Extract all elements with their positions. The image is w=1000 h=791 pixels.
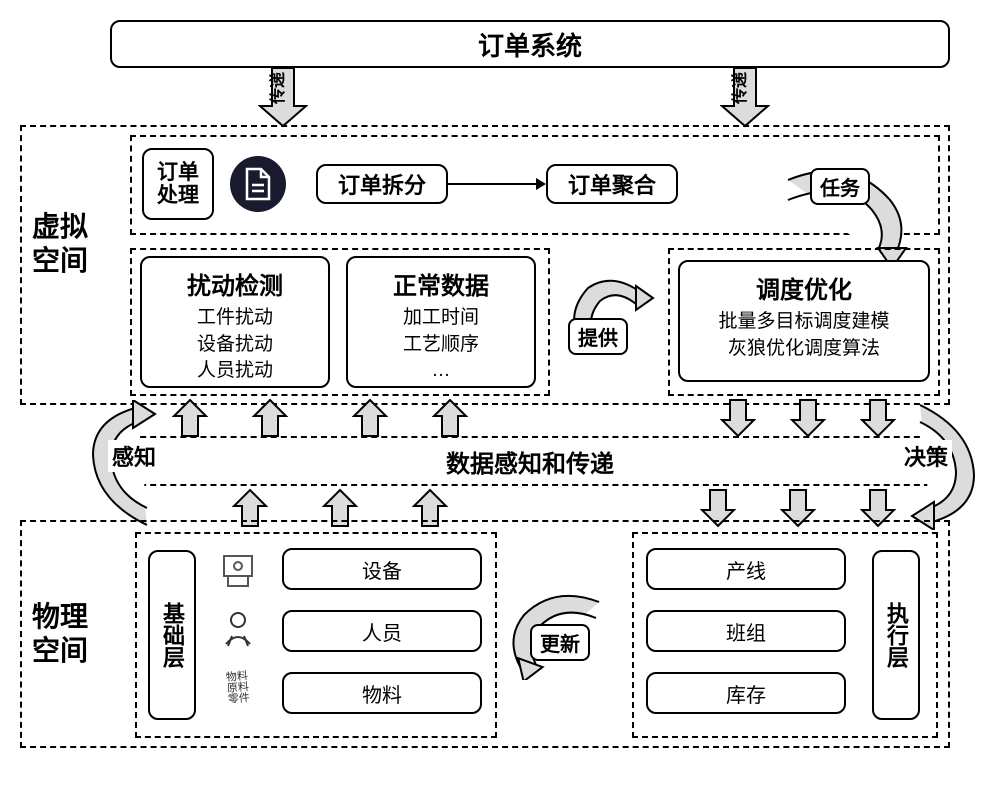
provide-label-box: 提供 — [568, 318, 628, 355]
base-item-c: 物料 — [282, 672, 482, 714]
decide-label: 决策 — [900, 440, 952, 472]
normal-l3: … — [358, 358, 524, 385]
disturb-box: 扰动检测 工件扰动 设备扰动 人员扰动 — [140, 256, 330, 388]
svg-text:传递: 传递 — [730, 72, 749, 105]
up-arrow-4 — [432, 398, 468, 438]
normal-box: 正常数据 加工时间 工艺顺序 … — [346, 256, 536, 388]
document-icon — [230, 156, 286, 212]
sched-box: 调度优化 批量多目标调度建模 灰狼优化调度算法 — [678, 260, 930, 382]
update-label-box: 更新 — [530, 624, 590, 661]
material-icon: 物料原料零件 — [216, 666, 260, 710]
order-system-box: 订单系统 — [110, 20, 950, 68]
order-proc-box: 订单 处理 — [142, 148, 214, 220]
exec-item-c: 库存 — [646, 672, 846, 714]
up-arrow-3 — [352, 398, 388, 438]
split-to-agg-arrow — [448, 174, 546, 194]
disturb-l1: 工件扰动 — [152, 305, 318, 332]
diagram-canvas: 订单系统 传递 传递 虚拟 空间 订单 处理 订单拆分 — [20, 20, 980, 771]
up-arrow-2 — [252, 398, 288, 438]
exec-layer-box: 执行层 — [872, 550, 920, 720]
order-split-label: 订单拆分 — [338, 168, 426, 200]
order-system-label: 订单系统 — [478, 26, 582, 63]
sense-label: 感知 — [108, 440, 160, 472]
exec-layer-label: 执行层 — [880, 602, 912, 668]
normal-l1: 加工时间 — [358, 305, 524, 332]
disturb-l3: 人员扰动 — [152, 358, 318, 385]
exec-item-b: 班组 — [646, 610, 846, 652]
up-arrow-1 — [172, 398, 208, 438]
transfer-arrow-right: 传递 — [720, 68, 770, 128]
down-arrow-1 — [720, 398, 756, 438]
base-layer-box: 基础层 — [148, 550, 196, 720]
base-item-b: 人员 — [282, 610, 482, 652]
down-arrow-3 — [860, 398, 896, 438]
task-label: 任务 — [820, 178, 860, 200]
update-label: 更新 — [540, 634, 580, 656]
virtual-space-label: 虚拟 空间 — [30, 210, 90, 277]
data-sense-title: 数据感知和传递 — [446, 444, 614, 479]
provide-label: 提供 — [578, 328, 618, 350]
disturb-l2: 设备扰动 — [152, 332, 318, 359]
sched-title: 调度优化 — [690, 270, 918, 305]
normal-l2: 工艺顺序 — [358, 332, 524, 359]
order-split-box: 订单拆分 — [316, 164, 448, 204]
machine-icon — [216, 548, 260, 592]
order-agg-box: 订单聚合 — [546, 164, 678, 204]
order-agg-label: 订单聚合 — [568, 168, 656, 200]
physical-space-label: 物理 空间 — [30, 600, 90, 667]
sched-l1: 批量多目标调度建模 — [690, 309, 918, 336]
worker-icon — [216, 606, 260, 650]
normal-title: 正常数据 — [358, 266, 524, 301]
down-arrow-2 — [790, 398, 826, 438]
base-item-a: 设备 — [282, 548, 482, 590]
sched-l2: 灰狼优化调度算法 — [690, 336, 918, 363]
data-sense-bar: 数据感知和传递 — [110, 436, 950, 486]
base-layer-label: 基础层 — [156, 602, 188, 668]
exec-item-a: 产线 — [646, 548, 846, 590]
order-proc-label: 订单 处理 — [157, 161, 199, 207]
transfer-arrow-left: 传递 — [258, 68, 308, 128]
task-label-box: 任务 — [810, 168, 870, 205]
disturb-title: 扰动检测 — [152, 266, 318, 301]
svg-text:传递: 传递 — [268, 72, 287, 105]
